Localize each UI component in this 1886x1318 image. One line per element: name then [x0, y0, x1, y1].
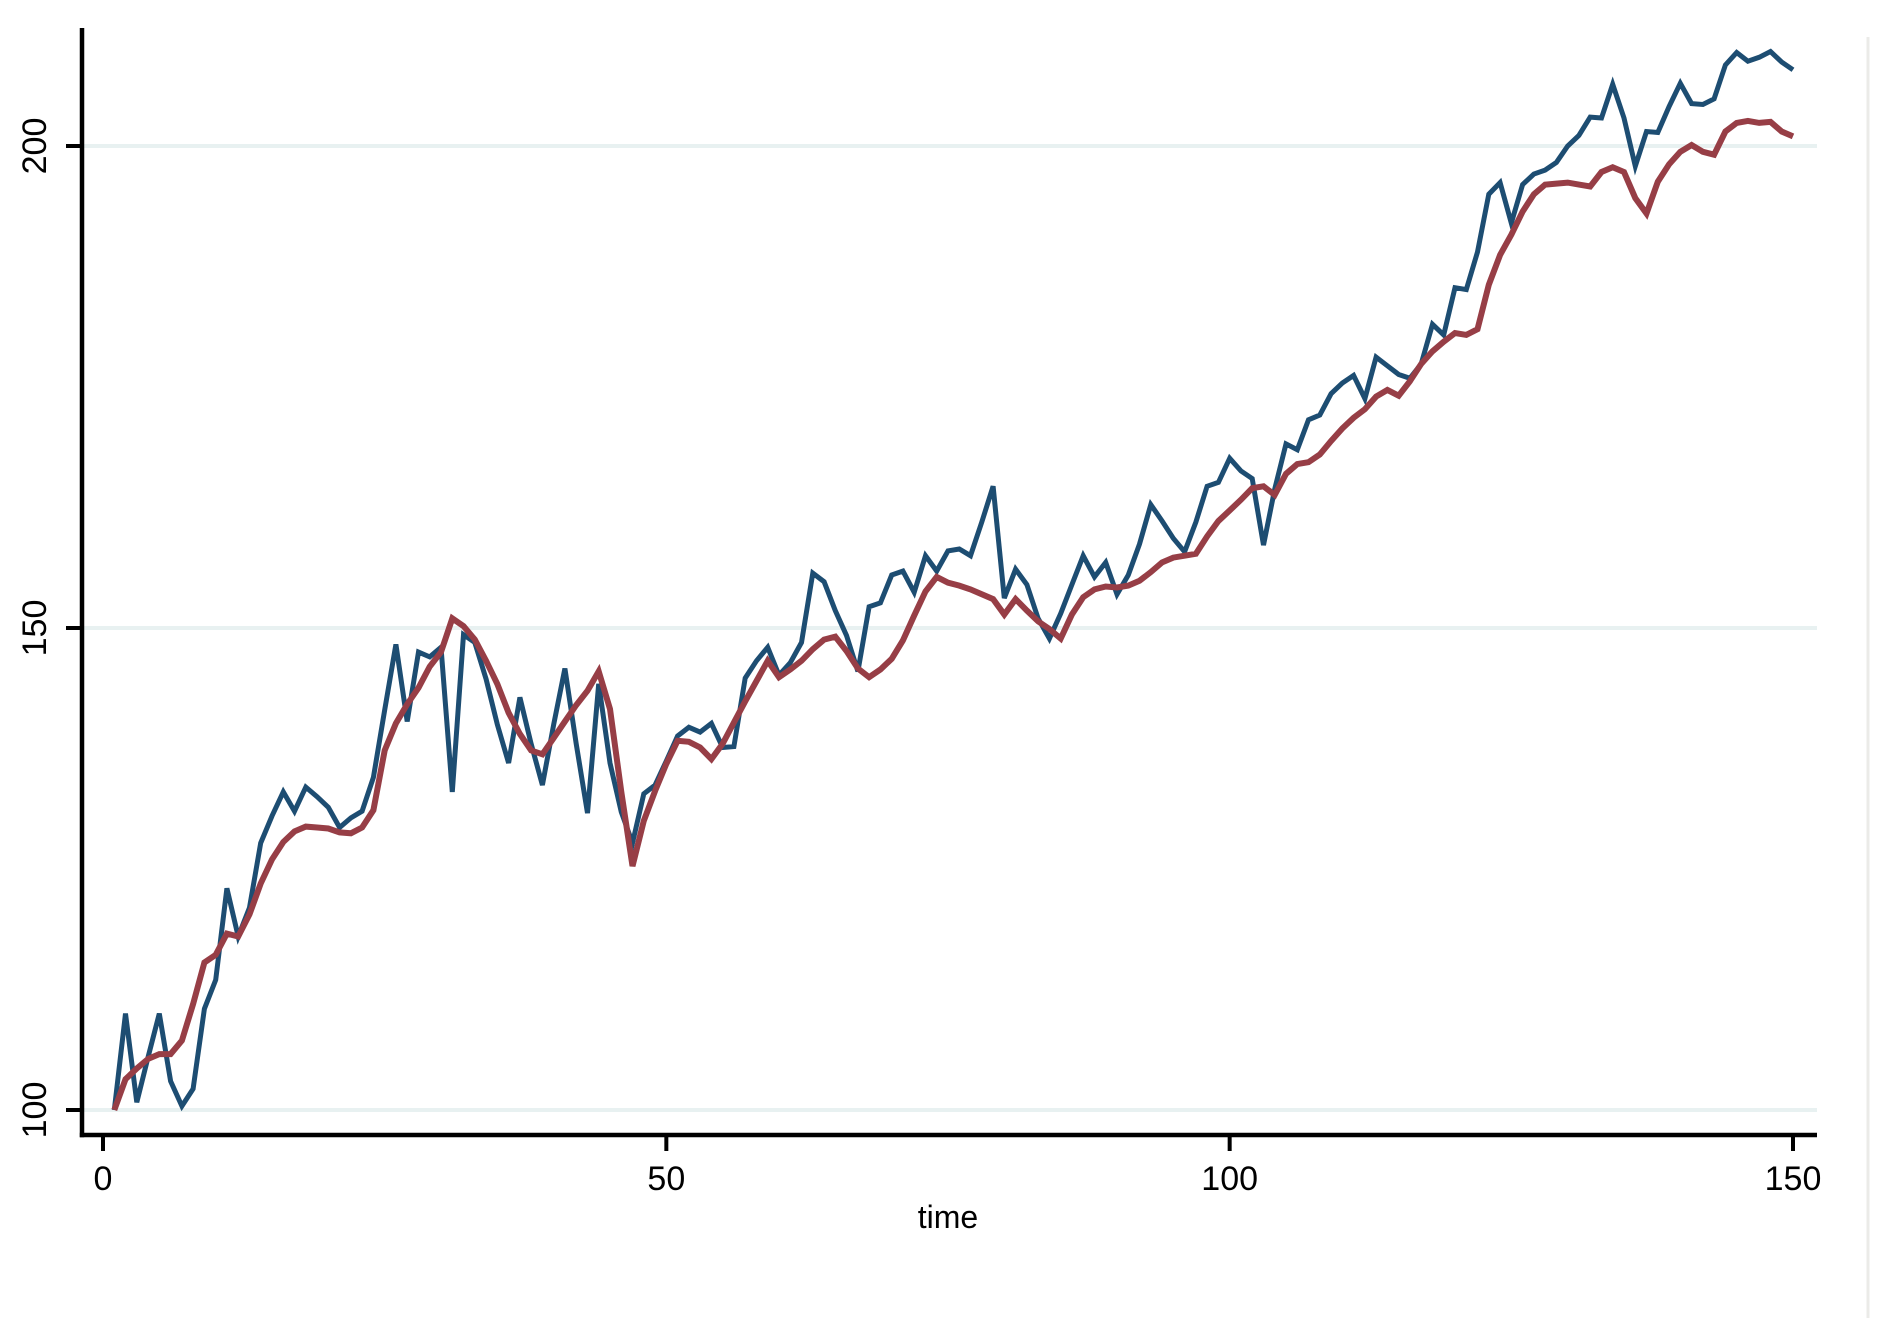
y-tick-label-150: 150 — [16, 600, 54, 657]
x-axis-title: time — [918, 1199, 978, 1235]
x-tick-label-0: 0 — [94, 1160, 113, 1198]
navy-line — [111, 48, 1795, 1112]
x-tick-label-100: 100 — [1201, 1160, 1258, 1198]
y-tick-labels: 100 150 200 — [16, 118, 54, 1139]
x-tick-label-150: 150 — [1765, 1160, 1822, 1198]
y-tick-label-100: 100 — [16, 1082, 54, 1139]
y-tick-label-200: 200 — [16, 118, 54, 175]
series-lines — [111, 48, 1795, 1112]
axis-ticks — [66, 144, 1795, 1151]
x-tick-label-50: 50 — [647, 1160, 685, 1198]
maroon-line — [111, 117, 1795, 1112]
x-tick-labels: 0 50 100 150 — [94, 1160, 1822, 1198]
gridlines — [82, 144, 1817, 1112]
